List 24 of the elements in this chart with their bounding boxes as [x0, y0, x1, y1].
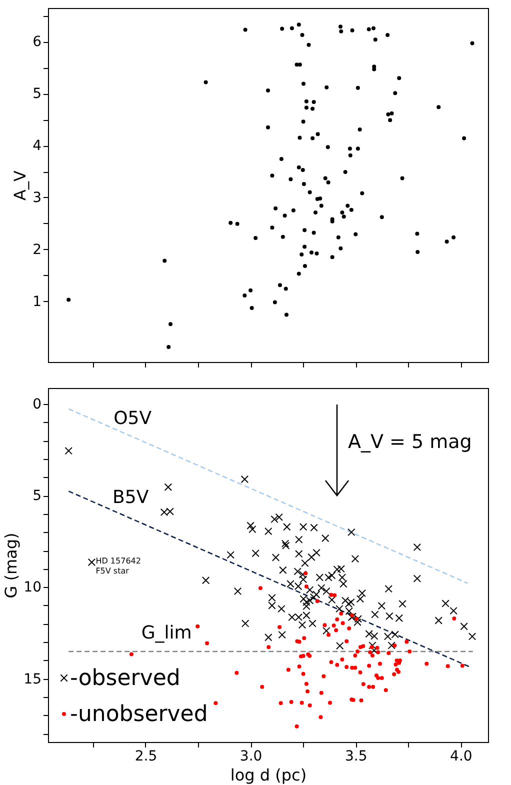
x-tick-label: 2.5	[134, 748, 158, 764]
y-tick-label: 4	[32, 138, 42, 154]
y-tick-label: 6	[32, 34, 42, 50]
series-label: B5V	[112, 487, 150, 508]
x-tick-label: 3.5	[344, 748, 368, 764]
y-tick-label: 5	[32, 86, 42, 102]
y-tick-label: 15	[24, 671, 42, 688]
annotation: A_V = 5 mag	[348, 431, 472, 453]
y-axis-title: G (mag)	[2, 532, 21, 598]
y-axis-title: A_V	[10, 170, 30, 200]
x-axis-title: log d (pc)	[230, 766, 307, 784]
series-label: G_lim	[141, 622, 192, 644]
y-tick-label: 5	[32, 488, 42, 504]
series-label: O5V	[114, 408, 152, 429]
y-tick-label: 3	[32, 190, 42, 206]
annotation: HD 157642 F5V star	[96, 556, 141, 576]
legend-label: -unobserved	[70, 702, 208, 727]
x-tick-label: 3.0	[240, 748, 262, 764]
y-tick-label: 0	[32, 396, 42, 412]
y-tick-label: 1	[32, 294, 42, 310]
y-tick-label: 10	[24, 580, 42, 596]
x-tick-label: 4.0	[450, 748, 472, 764]
y-tick-label: 2	[32, 242, 42, 258]
legend-label: -observed	[70, 666, 180, 691]
